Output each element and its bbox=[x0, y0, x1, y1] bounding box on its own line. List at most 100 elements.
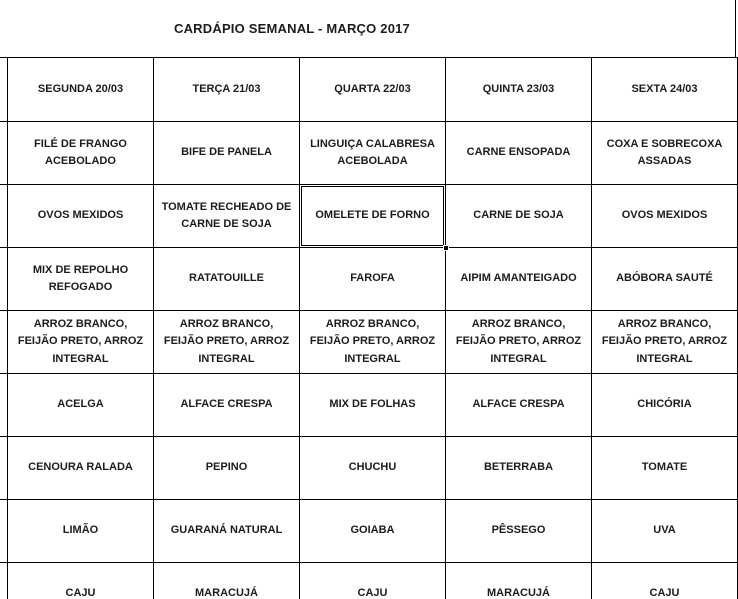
menu-cell-text: OMELETE DE FORNO bbox=[315, 209, 430, 222]
menu-cell-text: UVA bbox=[653, 524, 676, 537]
menu-cell-text: TOMATE RECHEADO DE CARNE DE SOJA bbox=[161, 200, 292, 230]
menu-cell: ARROZ BRANCO, FEIJÃO PRETO, ARROZ INTEGR… bbox=[7, 310, 154, 374]
menu-cell: GUARANÁ NATURAL bbox=[153, 499, 300, 563]
table-row-eggs: OVOS MEXIDOS TOMATE RECHEADO DE CARNE DE… bbox=[0, 184, 738, 251]
menu-cell-text: PEPINO bbox=[205, 461, 248, 474]
table-left-stub bbox=[0, 121, 8, 185]
menu-cell: ALFACE CRESPA bbox=[153, 373, 300, 437]
header-sexta: SEXTA 24/03 bbox=[591, 57, 738, 122]
menu-cell-text: CHUCHU bbox=[348, 461, 397, 474]
menu-cell-text: BETERRABA bbox=[483, 461, 554, 474]
menu-cell-text: CARNE DE SOJA bbox=[473, 209, 564, 222]
menu-cell: CAJU bbox=[591, 562, 738, 599]
menu-cell-text: BIFE DE PANELA bbox=[181, 146, 272, 159]
menu-cell: CARNE DE SOJA bbox=[445, 184, 592, 248]
menu-cell-text: FILÉ DE FRANGO ACEBOLADO bbox=[34, 137, 127, 167]
table-row-leaves: ACELGA ALFACE CRESPA MIX DE FOLHAS ALFAC… bbox=[0, 373, 738, 437]
menu-cell-text: MARACUJÁ bbox=[195, 587, 258, 599]
table-left-stub bbox=[0, 184, 8, 248]
menu-cell-text: GUARANÁ NATURAL bbox=[170, 524, 283, 537]
menu-cell-text: CARNE ENSOPADA bbox=[466, 146, 571, 159]
menu-cell: UVA bbox=[591, 499, 738, 563]
menu-cell: LIMÃO bbox=[7, 499, 154, 563]
menu-cell: ARROZ BRANCO, FEIJÃO PRETO, ARROZ INTEGR… bbox=[591, 310, 738, 374]
menu-cell: CAJU bbox=[299, 562, 446, 599]
menu-cell: BETERRABA bbox=[445, 436, 592, 500]
menu-cell: OVOS MEXIDOS bbox=[591, 184, 738, 248]
header-quarta: QUARTA 22/03 bbox=[299, 57, 446, 122]
menu-cell: ARROZ BRANCO, FEIJÃO PRETO, ARROZ INTEGR… bbox=[445, 310, 592, 374]
menu-cell: FILÉ DE FRANGO ACEBOLADO bbox=[7, 121, 154, 185]
menu-cell-text: CAJU bbox=[357, 587, 388, 599]
table-left-stub bbox=[0, 562, 8, 599]
menu-cell: CENOURA RALADA bbox=[7, 436, 154, 500]
weekly-menu-table: SEGUNDA 20/03 TERÇA 21/03 QUARTA 22/03 Q… bbox=[0, 57, 738, 599]
menu-cell: PÊSSEGO bbox=[445, 499, 592, 563]
menu-cell: TOMATE RECHEADO DE CARNE DE SOJA bbox=[153, 184, 300, 248]
menu-cell: CHUCHU bbox=[299, 436, 446, 500]
menu-cell-text: PÊSSEGO bbox=[491, 524, 546, 537]
menu-cell-text: GOIABA bbox=[350, 524, 395, 537]
menu-cell: BIFE DE PANELA bbox=[153, 121, 300, 185]
table-left-stub bbox=[0, 373, 8, 437]
header-quinta: QUINTA 23/03 bbox=[445, 57, 592, 122]
table-left-stub bbox=[0, 57, 8, 122]
menu-cell: COXA E SOBRECOXA ASSADAS bbox=[591, 121, 738, 185]
page-title: CARDÁPIO SEMANAL - MARÇO 2017 bbox=[174, 21, 410, 36]
menu-cell-text: AIPIM AMANTEIGADO bbox=[460, 272, 577, 285]
selection-resize-handle[interactable] bbox=[443, 245, 449, 251]
menu-cell-text: ALFACE CRESPA bbox=[472, 398, 565, 411]
table-row-meat: FILÉ DE FRANGO ACEBOLADO BIFE DE PANELA … bbox=[0, 121, 738, 185]
menu-cell-text: LIMÃO bbox=[62, 524, 99, 537]
table-row-vegetables: CENOURA RALADA PEPINO CHUCHU BETERRABA T… bbox=[0, 436, 738, 500]
table-left-stub bbox=[0, 499, 8, 563]
table-row-fruit-1: LIMÃO GUARANÁ NATURAL GOIABA PÊSSEGO UVA bbox=[0, 499, 738, 563]
menu-cell: OVOS MEXIDOS bbox=[7, 184, 154, 248]
menu-cell-text: ARROZ BRANCO, FEIJÃO PRETO, ARROZ INTEGR… bbox=[309, 318, 436, 365]
menu-cell-text: CHICÓRIA bbox=[637, 398, 692, 411]
menu-cell-text: ARROZ BRANCO, FEIJÃO PRETO, ARROZ INTEGR… bbox=[601, 318, 728, 365]
menu-cell: AIPIM AMANTEIGADO bbox=[445, 247, 592, 311]
menu-cell-text: ARROZ BRANCO, FEIJÃO PRETO, ARROZ INTEGR… bbox=[17, 318, 144, 365]
menu-cell-text: MARACUJÁ bbox=[487, 587, 550, 599]
header-label: QUARTA 22/03 bbox=[334, 82, 411, 95]
menu-cell: PEPINO bbox=[153, 436, 300, 500]
menu-cell-text: TOMATE bbox=[641, 461, 688, 474]
table-left-stub bbox=[0, 436, 8, 500]
menu-cell: ALFACE CRESPA bbox=[445, 373, 592, 437]
header-label: SEGUNDA 20/03 bbox=[37, 82, 124, 95]
menu-cell: LINGUIÇA CALABRESA ACEBOLADA bbox=[299, 121, 446, 185]
menu-cell: MARACUJÁ bbox=[445, 562, 592, 599]
menu-cell-text: ALFACE CRESPA bbox=[180, 398, 273, 411]
menu-cell: GOIABA bbox=[299, 499, 446, 563]
menu-cell: ARROZ BRANCO, FEIJÃO PRETO, ARROZ INTEGR… bbox=[153, 310, 300, 374]
menu-cell: MIX DE REPOLHO REFOGADO bbox=[7, 247, 154, 311]
menu-cell-text: CAJU bbox=[65, 587, 96, 599]
header-label: TERÇA 21/03 bbox=[192, 82, 261, 95]
menu-cell-text: CENOURA RALADA bbox=[28, 461, 133, 474]
table-row-fruit-2: CAJU MARACUJÁ CAJU MARACUJÁ CAJU bbox=[0, 562, 738, 599]
menu-cell: ACELGA bbox=[7, 373, 154, 437]
menu-cell-text: ACELGA bbox=[57, 398, 104, 411]
menu-cell: TOMATE bbox=[591, 436, 738, 500]
header-row: SEGUNDA 20/03 TERÇA 21/03 QUARTA 22/03 Q… bbox=[0, 57, 738, 122]
menu-cell: CHICÓRIA bbox=[591, 373, 738, 437]
menu-cell-text: MIX DE REPOLHO REFOGADO bbox=[32, 263, 129, 293]
menu-cell: CARNE ENSOPADA bbox=[445, 121, 592, 185]
table-row-side: MIX DE REPOLHO REFOGADO RATATOUILLE FARO… bbox=[0, 247, 738, 311]
menu-cell-text: MIX DE FOLHAS bbox=[329, 398, 416, 411]
header-segunda: SEGUNDA 20/03 bbox=[7, 57, 154, 122]
menu-cell-selected[interactable]: OMELETE DE FORNO bbox=[299, 184, 449, 251]
menu-cell: CAJU bbox=[7, 562, 154, 599]
menu-cell-text: ARROZ BRANCO, FEIJÃO PRETO, ARROZ INTEGR… bbox=[455, 318, 582, 365]
menu-cell-text: CAJU bbox=[649, 587, 680, 599]
header-label: SEXTA 24/03 bbox=[631, 82, 698, 95]
menu-cell: ARROZ BRANCO, FEIJÃO PRETO, ARROZ INTEGR… bbox=[299, 310, 446, 374]
menu-cell-text: OVOS MEXIDOS bbox=[621, 209, 708, 222]
menu-cell-text: FAROFA bbox=[350, 272, 395, 285]
menu-cell-text: COXA E SOBRECOXA ASSADAS bbox=[606, 137, 723, 167]
menu-cell-text: LINGUIÇA CALABRESA ACEBOLADA bbox=[310, 137, 435, 167]
header-label: QUINTA 23/03 bbox=[482, 82, 555, 95]
header-terca: TERÇA 21/03 bbox=[153, 57, 300, 122]
table-left-stub bbox=[0, 247, 8, 311]
